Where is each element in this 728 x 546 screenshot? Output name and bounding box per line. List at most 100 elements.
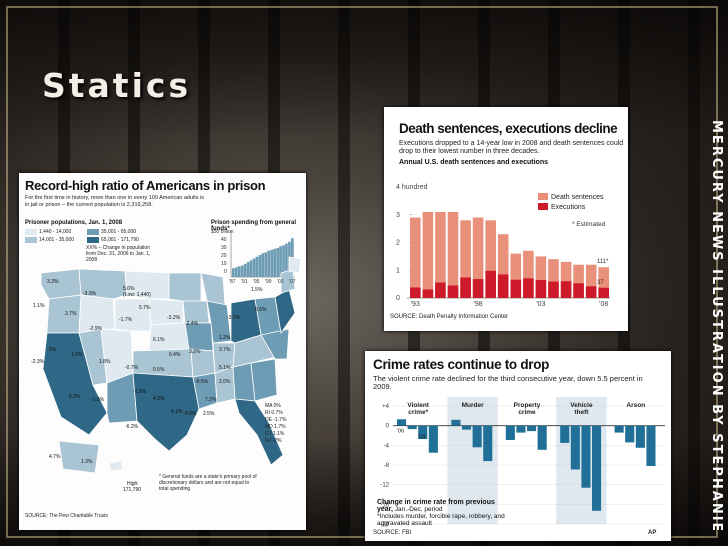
crime-credit: AP — [648, 530, 657, 536]
spending-bar — [240, 265, 244, 277]
spending-bar — [264, 252, 268, 277]
death-sentences-bar — [510, 253, 522, 298]
crime-change-bar — [537, 425, 547, 450]
y-tick-label: -16 — [380, 502, 389, 508]
note-period: Jan.-Dec. period — [394, 506, 443, 513]
spending-bar — [276, 248, 279, 277]
crime-chart: +4 0 -4 -8 -12 -16 -20 Violent crime* Murder Prope… — [380, 397, 665, 528]
crime-change-bar — [581, 425, 591, 488]
crime-change-bar — [505, 425, 515, 440]
state-change-label: -1.7% — [119, 317, 133, 323]
prison-map-graphics: 3.3% 5.6%(Low: 1,440) -3.9% 1.1% 2.7% 5.7% -1.… — [31, 231, 302, 493]
group-label: Arson — [626, 402, 645, 409]
state-change-label: 0.5% — [153, 367, 165, 373]
state-change-label: 7.2% — [205, 397, 217, 403]
crime-source: SOURCE: FBI — [373, 530, 412, 536]
executions-bar — [447, 285, 459, 298]
death-sentences-bar — [447, 212, 459, 298]
crime-change-bar — [483, 425, 493, 462]
high-population-label: High: 171,790 — [123, 481, 141, 493]
state-change-label: 3.7% — [219, 347, 231, 353]
slide-title: Statics — [42, 66, 192, 105]
spending-bar — [285, 243, 288, 277]
table-row: MD 1.7% — [265, 424, 286, 430]
state-change-label: 6.1% — [153, 337, 165, 343]
spending-chart-title: Prison spending from general funds* — [211, 220, 297, 232]
executions-bar — [485, 270, 496, 298]
slide-frame — [6, 6, 718, 538]
executions-source: SOURCE: Death Penalty Information Center — [390, 314, 509, 320]
group-label: Vehicle theft — [570, 402, 593, 416]
spending-year-label: '87 — [229, 279, 236, 285]
spending-chart — [230, 231, 295, 278]
spending-bar — [270, 249, 274, 277]
state-change-label: -2.9% — [89, 326, 103, 332]
x-tick-label: '08 — [599, 301, 608, 308]
prison-map-legend-title: Prisoner populations, Jan. 1, 2008 — [25, 220, 123, 226]
spending-bar — [282, 245, 285, 277]
crime-change-bar — [560, 425, 570, 443]
death-sentences-bar — [435, 212, 446, 298]
legend-item: 35,001 - 65,000 — [87, 229, 136, 235]
executions-chart-title: Death sentences, executions decline — [399, 121, 618, 136]
death-sentences-bar — [598, 267, 609, 298]
y-tick-label: -12 — [380, 483, 389, 489]
death-sentences-bar — [422, 212, 434, 298]
prison-map-subtitle: For the first time in history, more than… — [25, 195, 205, 208]
crime-change-bar — [397, 419, 407, 426]
spending-bar — [235, 267, 238, 277]
spending-bar — [252, 258, 256, 277]
crime-change-bar — [635, 425, 645, 448]
crime-chart-note: Change in crime rate from previous year,… — [377, 499, 507, 527]
state-change-label: 5.3% — [69, 394, 81, 400]
death-sentences-bar — [560, 261, 572, 298]
spending-axis-label: 30 — [221, 245, 227, 251]
executions-bar — [523, 278, 534, 298]
y-tick-label: 0 — [396, 295, 400, 302]
legend-item: 1,440 - 14,000 — [25, 229, 71, 235]
prison-map-panel: Record-high ratio of Americans in prison… — [19, 173, 306, 530]
spending-year-label: '07 — [289, 279, 296, 285]
legend-item: 14,001 - 35,000 — [25, 237, 74, 243]
state-change-label: 6.6% — [255, 307, 267, 313]
executions-bar — [510, 279, 522, 298]
state-change-label: -0.7% — [125, 365, 139, 371]
executions-bar — [585, 286, 597, 298]
crime-change-bar — [646, 425, 656, 466]
state-change-label: 1.2% — [219, 335, 231, 341]
year-label: '06 — [397, 429, 404, 435]
crime-change-bar — [418, 425, 428, 439]
death-sentences-bar — [485, 220, 496, 298]
state-change-label: -3.2% — [167, 315, 181, 321]
state-change-label: -3.7% — [227, 315, 241, 321]
state-change-label: 5.1% — [219, 365, 231, 371]
state-change-label: 5.6% — [123, 286, 135, 292]
death-sentences-bar — [573, 264, 584, 298]
death-sentences-bar — [460, 220, 471, 298]
x-tick-label: '93 — [411, 301, 420, 308]
executions-bar — [573, 283, 584, 298]
group-label: Murder — [462, 402, 485, 409]
table-row: CT 1.1% — [265, 431, 285, 437]
spending-bar — [258, 255, 262, 277]
death-sentences-bar — [585, 264, 597, 298]
state-change-label: 1.8% — [99, 359, 111, 365]
state-change-label: 4.7% — [49, 454, 61, 460]
state-change-label: -2.3% — [31, 359, 45, 365]
y-tick-label: 0 — [386, 424, 390, 430]
spending-axis-label: 0 — [224, 269, 227, 275]
death-sentences-bar — [523, 250, 534, 298]
spending-bar — [243, 263, 247, 277]
crime-change-bar — [472, 425, 482, 448]
spending-axis-label: 20 — [221, 253, 227, 259]
y-tick-label: 1 — [396, 267, 400, 274]
executions-chart-subheading: Annual U.S. death sentences and executio… — [399, 159, 548, 166]
legend-swatch-sentences — [538, 193, 548, 200]
spending-year-label: '95 — [253, 279, 260, 285]
death-sentences-bar — [535, 256, 547, 298]
state-change-label: -1.5% — [91, 397, 105, 403]
state-change-label: 1.3% — [81, 459, 93, 465]
crime-chart-subtitle: The violent crime rate declined for the … — [373, 374, 643, 391]
executions-bar — [460, 277, 471, 298]
state-change-label: -3.9% — [83, 291, 97, 297]
